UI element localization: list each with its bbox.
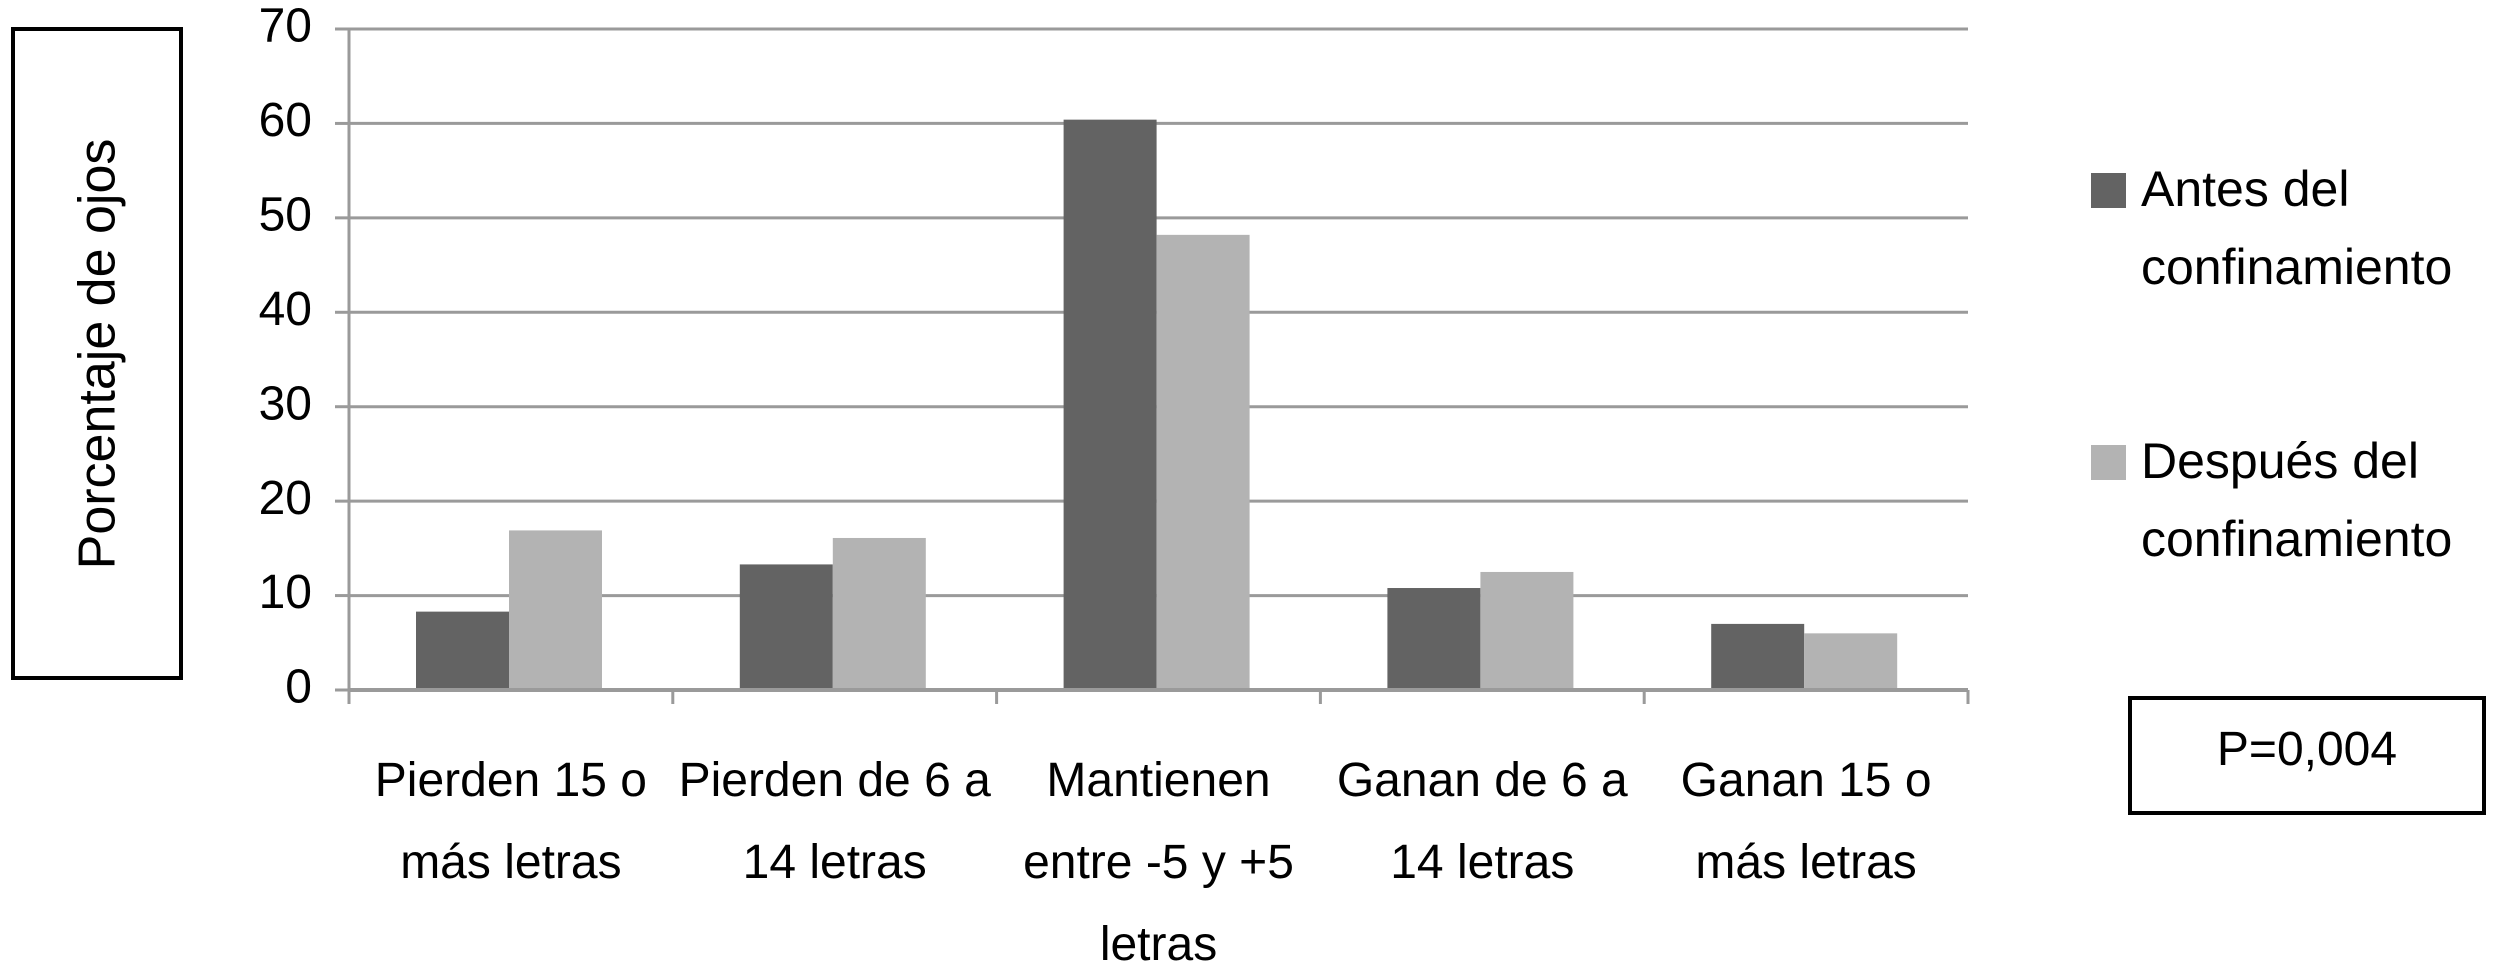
bar [1711, 623, 1805, 690]
bar [832, 537, 926, 690]
bar [509, 530, 602, 690]
y-tick-label: 60 [259, 94, 312, 147]
x-tick-label: Ganan de 6 a 14 letras [1336, 754, 1628, 889]
y-tick-label: 0 [285, 661, 312, 714]
bar [1804, 633, 1898, 690]
legend-label: Antes del confinamiento [2141, 161, 2453, 295]
annotation: P=0,004 [2128, 696, 2486, 815]
legend-swatch [2091, 173, 2126, 208]
y-tick-label: 30 [259, 377, 312, 430]
bar [739, 564, 833, 690]
bar [1156, 234, 1250, 690]
y-axis-label: Porcentaje de ojos [69, 139, 127, 570]
bar [1063, 119, 1157, 690]
x-tick-label: Pierden 15 o más letras [374, 754, 647, 889]
y-label-box [11, 27, 183, 680]
legend-swatch [2091, 445, 2126, 480]
legend-label: Después del confinamiento [2141, 433, 2453, 567]
x-tick-label: Ganan 15 o más letras [1680, 754, 1932, 889]
y-tick-label: 40 [259, 283, 312, 336]
y-tick-label: 50 [259, 189, 312, 242]
x-tick-label: Mantienen entre -5 y +5 letras [1023, 754, 1294, 969]
bar [1387, 588, 1481, 690]
bar [1480, 571, 1574, 690]
y-tick-label: 10 [259, 566, 312, 619]
bar [416, 611, 509, 690]
y-tick-label: 20 [259, 472, 312, 525]
x-tick-label: Pierden de 6 a 14 letras [678, 754, 991, 889]
y-tick-label: 70 [259, 0, 312, 53]
